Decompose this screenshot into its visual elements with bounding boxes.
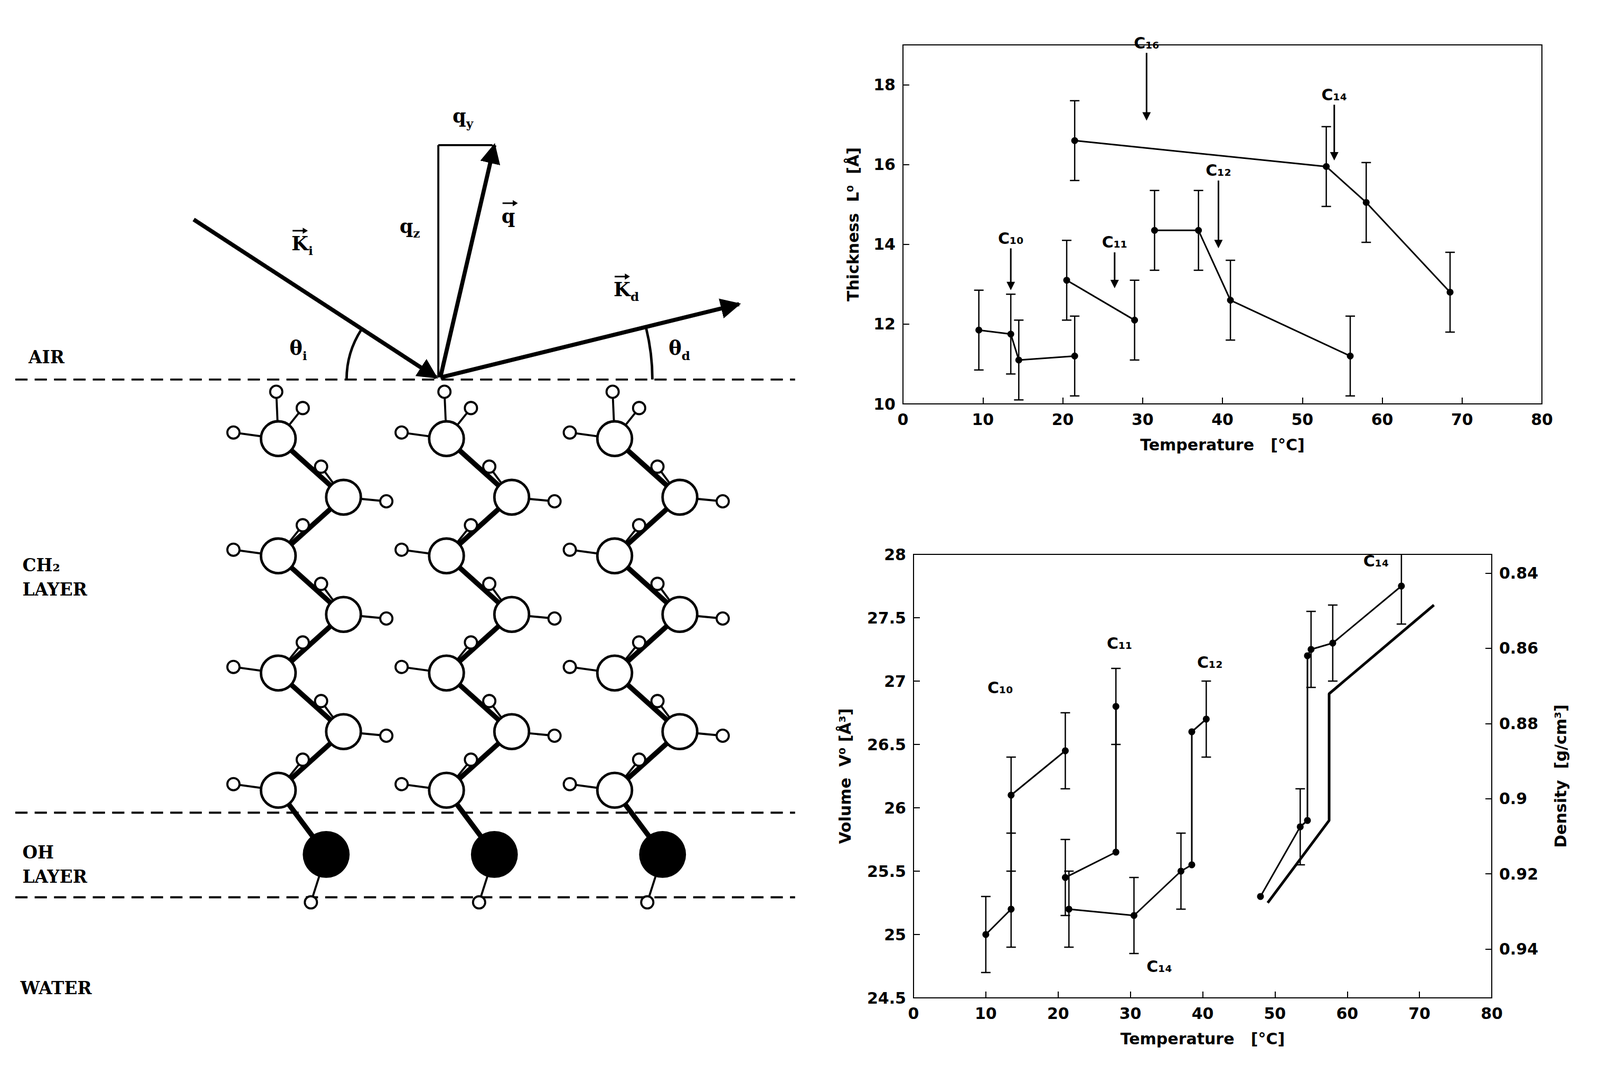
svg-text:C₁₂: C₁₂: [1197, 653, 1223, 672]
svg-text:Volume V⁰ [Å³]: Volume V⁰ [Å³]: [835, 708, 855, 845]
svg-text:C₁₁: C₁₁: [1106, 634, 1133, 653]
svg-text:CH₂: CH₂: [22, 554, 60, 576]
svg-text:60: 60: [1371, 410, 1394, 429]
svg-text:Ki: Ki: [291, 232, 314, 259]
svg-text:26.5: 26.5: [867, 735, 907, 755]
svg-text:WATER: WATER: [20, 977, 93, 999]
svg-text:C₁₀: C₁₀: [987, 678, 1013, 698]
svg-text:C₁₂: C₁₂: [1205, 161, 1231, 180]
svg-text:24.5: 24.5: [867, 989, 907, 1008]
svg-text:50: 50: [1264, 1004, 1287, 1023]
svg-text:Thickness L⁰ [Å]: Thickness L⁰ [Å]: [843, 147, 863, 302]
svg-text:0: 0: [908, 1004, 920, 1023]
svg-text:0.94: 0.94: [1499, 939, 1539, 959]
svg-text:C₁₀: C₁₀: [998, 229, 1024, 248]
svg-text:60: 60: [1335, 1004, 1359, 1023]
svg-text:q: q: [501, 204, 516, 228]
svg-text:0.88: 0.88: [1499, 714, 1539, 733]
svg-text:qz: qz: [399, 214, 421, 241]
svg-text:OH: OH: [22, 842, 54, 863]
svg-text:30: 30: [1131, 410, 1154, 429]
svg-text:27.5: 27.5: [867, 608, 907, 628]
svg-text:80: 80: [1480, 1004, 1503, 1023]
svg-text:20: 20: [1051, 410, 1075, 429]
svg-text:40: 40: [1191, 1004, 1214, 1023]
svg-text:70: 70: [1408, 1004, 1431, 1023]
svg-text:0.86: 0.86: [1499, 638, 1539, 658]
svg-text:LAYER: LAYER: [22, 866, 88, 888]
svg-text:Density [g/cm³]: Density [g/cm³]: [1551, 704, 1570, 849]
svg-text:0: 0: [897, 410, 909, 429]
svg-text:80: 80: [1530, 410, 1554, 429]
svg-text:50: 50: [1291, 410, 1314, 429]
svg-text:0.9: 0.9: [1499, 789, 1528, 808]
svg-text:θd: θd: [668, 336, 691, 363]
svg-text:Temperature [°C]: Temperature [°C]: [1120, 1029, 1286, 1049]
svg-text:θi: θi: [289, 336, 307, 363]
svg-text:16: 16: [873, 155, 896, 174]
svg-text:20: 20: [1047, 1004, 1070, 1023]
svg-text:10: 10: [974, 1004, 997, 1023]
svg-text:28: 28: [883, 545, 907, 564]
svg-text:25.5: 25.5: [867, 862, 907, 881]
svg-text:0.84: 0.84: [1499, 563, 1539, 583]
svg-text:10: 10: [971, 410, 994, 429]
svg-text:C₁₄: C₁₄: [1146, 957, 1172, 976]
svg-text:18: 18: [873, 75, 896, 94]
svg-text:25: 25: [883, 925, 907, 945]
svg-text:26: 26: [883, 798, 907, 818]
svg-text:0.92: 0.92: [1499, 864, 1539, 884]
svg-text:40: 40: [1211, 410, 1234, 429]
svg-text:14: 14: [873, 234, 896, 254]
svg-text:C₁₄: C₁₄: [1321, 85, 1348, 105]
svg-text:Kd: Kd: [613, 278, 639, 305]
svg-text:30: 30: [1119, 1004, 1142, 1023]
svg-text:C₁₄: C₁₄: [1363, 551, 1389, 571]
svg-text:27: 27: [883, 672, 907, 691]
svg-text:12: 12: [873, 314, 896, 334]
svg-text:70: 70: [1451, 410, 1474, 429]
svg-text:10: 10: [873, 394, 896, 414]
svg-text:C₁₆: C₁₆: [1133, 33, 1160, 53]
svg-text:Temperature [°C]: Temperature [°C]: [1140, 435, 1305, 455]
svg-text:C₁₁: C₁₁: [1102, 232, 1128, 252]
svg-text:AIR: AIR: [27, 346, 65, 368]
svg-text:LAYER: LAYER: [22, 579, 88, 600]
svg-text:qy: qy: [452, 104, 475, 131]
